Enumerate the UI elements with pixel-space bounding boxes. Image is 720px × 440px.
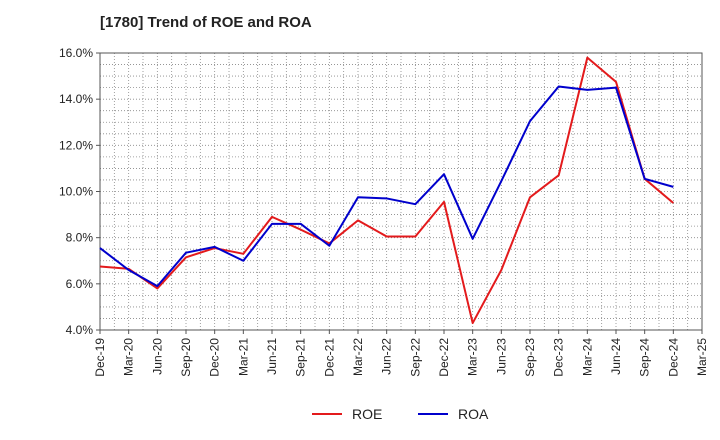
x-tick-label: Mar-20 xyxy=(122,338,136,376)
y-axis: 4.0% 6.0% 8.0% 10.0% 12.0% 14.0% 16.0% xyxy=(59,46,100,337)
x-tick-label: Mar-23 xyxy=(466,338,480,376)
x-tick-label: Jun-20 xyxy=(150,338,164,375)
x-tick-label: Dec-22 xyxy=(437,338,451,377)
x-tick-label: Sep-20 xyxy=(179,338,193,377)
x-tick-label: Dec-23 xyxy=(552,338,566,377)
y-tick-label: 4.0% xyxy=(66,323,94,337)
legend: ROE ROA xyxy=(312,406,489,422)
y-tick-label: 6.0% xyxy=(66,277,94,291)
x-tick-label: Mar-25 xyxy=(695,338,709,376)
x-tick-label: Sep-23 xyxy=(523,338,537,377)
y-tick-label: 12.0% xyxy=(59,138,93,152)
x-tick-label: Jun-22 xyxy=(380,338,394,375)
series-layer xyxy=(99,56,674,325)
x-tick-label: Dec-19 xyxy=(93,338,107,377)
y-tick-label: 10.0% xyxy=(59,185,93,199)
x-tick-label: Mar-22 xyxy=(351,338,365,376)
chart-title: [1780] Trend of ROE and ROA xyxy=(100,14,312,31)
x-tick-label: Sep-24 xyxy=(638,338,652,377)
legend-label-roa: ROA xyxy=(458,406,489,422)
y-tick-label: 14.0% xyxy=(59,92,93,106)
series-line-roa xyxy=(99,85,674,288)
y-tick-label: 16.0% xyxy=(59,46,93,60)
x-tick-label: Sep-22 xyxy=(408,338,422,377)
x-tick-label: Dec-20 xyxy=(208,338,222,377)
x-axis: Dec-19 Mar-20 Jun-20 Sep-20 Dec-20 Mar-21 Jun-… xyxy=(93,330,709,377)
x-tick-label: Jun-21 xyxy=(265,338,279,375)
x-tick-label: Sep-21 xyxy=(294,338,308,377)
grid-layer xyxy=(99,52,703,331)
x-tick-label: Dec-21 xyxy=(322,338,336,377)
x-tick-label: Mar-24 xyxy=(580,338,594,376)
y-tick-label: 8.0% xyxy=(66,231,94,245)
x-tick-label: Jun-23 xyxy=(494,338,508,375)
legend-label-roe: ROE xyxy=(352,406,382,422)
x-tick-label: Mar-21 xyxy=(236,338,250,376)
x-tick-label: Dec-24 xyxy=(666,338,680,377)
series-line-roe xyxy=(99,56,674,325)
x-tick-label: Jun-24 xyxy=(609,338,623,375)
